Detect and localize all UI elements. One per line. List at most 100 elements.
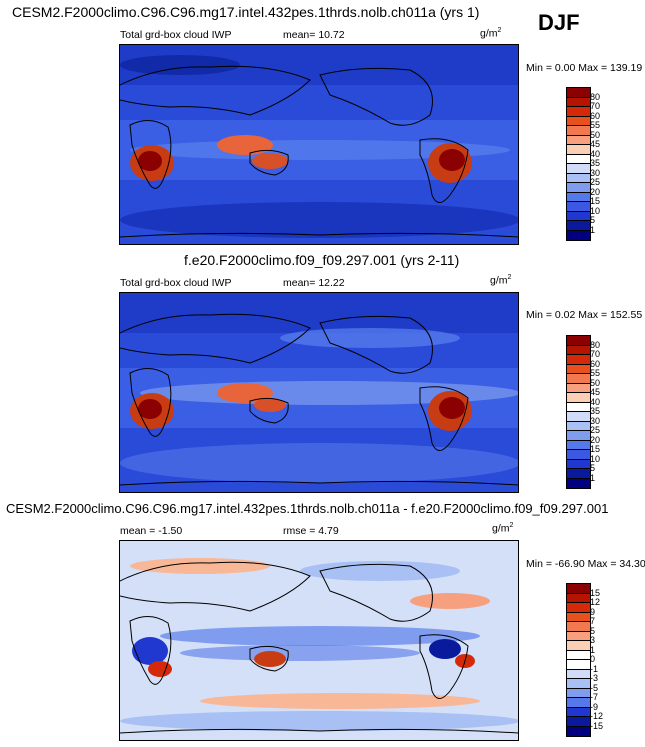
panel2-cbar-cell bbox=[567, 355, 590, 365]
panel3-mean: mean = -1.50 bbox=[120, 525, 183, 537]
cbar-tick-label: -7 bbox=[590, 692, 599, 702]
cbar-tick-label: 20 bbox=[590, 186, 601, 197]
panel2-samerica-core bbox=[439, 397, 465, 419]
cbar-tick-label: -12 bbox=[590, 711, 604, 721]
panel1-cbar-cell bbox=[567, 230, 590, 240]
panel3-coast-australia bbox=[249, 645, 289, 672]
panel3-cbar-cell bbox=[567, 650, 590, 660]
panel1-arctic-dark bbox=[120, 55, 240, 75]
panel1-maritime bbox=[217, 135, 273, 155]
cbar-tick-label: 50 bbox=[590, 377, 601, 388]
cbar-tick-label: 12 bbox=[590, 597, 601, 607]
cbar-tick-label: -1 bbox=[590, 663, 599, 674]
panel2-units: g/m2 bbox=[490, 274, 511, 287]
panel1-cbar-cell bbox=[567, 145, 590, 155]
cbar-tick-label: 10 bbox=[590, 205, 601, 216]
cbar-tick-label: 1 bbox=[590, 644, 596, 655]
panel2-coast-samerica bbox=[419, 386, 469, 451]
panel2-cbar-cell bbox=[567, 336, 590, 346]
panel1-coast-antarctica bbox=[120, 232, 518, 238]
panel3-samerica-blue bbox=[429, 639, 461, 659]
panel1-coast-eurasia bbox=[120, 65, 311, 116]
cbar-tick-label: 55 bbox=[590, 368, 601, 378]
panel2-units-base: g/m bbox=[490, 274, 508, 287]
season-label: DJF bbox=[538, 10, 580, 35]
panel2-cbar-cell bbox=[567, 412, 590, 422]
cbar-tick-label: 25 bbox=[590, 425, 601, 435]
panel1-africa-core bbox=[138, 151, 162, 171]
panel3-minmax: Min = -66.90 Max = 34.30 bbox=[526, 558, 645, 570]
panel1-cbar-ticks: 80 70 60 55 50 45 40 35 30 25 20 15 10 5… bbox=[558, 87, 618, 242]
panel3-np-red bbox=[410, 593, 490, 609]
panel2-cbar-cell bbox=[567, 469, 590, 479]
panel3-map bbox=[119, 540, 519, 741]
panel3-cbar-cell bbox=[567, 612, 590, 622]
panel2-cbar-cell bbox=[567, 383, 590, 393]
panel3-cbar-cell bbox=[567, 641, 590, 651]
panel2-cbar-cell bbox=[567, 450, 590, 460]
cbar-tick-label: 70 bbox=[590, 349, 601, 359]
panel1-cbar-cell bbox=[567, 107, 590, 117]
panel3-cbar-cell bbox=[567, 717, 590, 727]
panel1-southocean bbox=[120, 202, 518, 238]
panel3-coast-africa bbox=[129, 616, 172, 685]
panel3-coast-antarctica bbox=[120, 728, 518, 734]
panel3-cbar-cell bbox=[567, 688, 590, 698]
panel2-units-sup: 2 bbox=[507, 274, 512, 281]
cbar-tick-label: 3 bbox=[590, 635, 596, 645]
panel1-mean: mean= 10.72 bbox=[283, 29, 345, 41]
panel2-cbar-cell bbox=[567, 402, 590, 412]
cbar-tick-label: 80 bbox=[590, 339, 601, 350]
panel1-units-base: g/m bbox=[480, 27, 498, 40]
panel3-cbar-cell bbox=[567, 698, 590, 708]
panel1-variable: Total grd-box cloud IWP bbox=[120, 29, 232, 41]
panel1-cbar-cell bbox=[567, 154, 590, 164]
panel1-cbar-cell bbox=[567, 135, 590, 145]
panel3-cbar-cell bbox=[567, 631, 590, 641]
panel3-cbar-cell bbox=[567, 669, 590, 679]
panel3-coast-samerica bbox=[419, 634, 469, 699]
cbar-tick-label: 0 bbox=[590, 654, 596, 664]
panel3-units: g/m2 bbox=[492, 522, 513, 535]
cbar-tick-label: 50 bbox=[590, 129, 601, 140]
panel2-minmax: Min = 0.02 Max = 152.55 bbox=[526, 309, 643, 321]
cbar-tick-label: 70 bbox=[590, 101, 601, 111]
panel3-cbar-cell bbox=[567, 707, 590, 717]
panel3-africa-blue bbox=[132, 637, 168, 665]
panel2-cbar-cell bbox=[567, 374, 590, 384]
panel1-cbar-cell bbox=[567, 221, 590, 231]
panel1-coast-australia bbox=[249, 149, 289, 176]
panel2-cbar-cell bbox=[567, 393, 590, 403]
panel2-cbar-cell bbox=[567, 478, 590, 488]
panel2-coast-eurasia bbox=[120, 313, 311, 364]
cbar-tick-label: 35 bbox=[590, 158, 601, 168]
cbar-tick-label: 40 bbox=[590, 148, 601, 159]
panel3-cbar-cell bbox=[567, 726, 590, 736]
panel1-cbar-cell bbox=[567, 192, 590, 202]
cbar-tick-label: -3 bbox=[590, 673, 599, 683]
panel2-mean: mean= 12.22 bbox=[283, 277, 345, 289]
cbar-tick-label: 15 bbox=[590, 196, 601, 206]
cbar-tick-label: 5 bbox=[590, 215, 596, 225]
panel2-colorbar bbox=[566, 335, 591, 489]
panel3-so-red bbox=[200, 693, 480, 709]
cbar-tick-label: 30 bbox=[590, 167, 601, 178]
panel3-itcz-blue bbox=[160, 626, 480, 646]
cbar-tick-label: 80 bbox=[590, 91, 601, 102]
panel3-rmse: rmse = 4.79 bbox=[283, 525, 339, 537]
cbar-tick-label: 7 bbox=[590, 616, 596, 626]
panel1-cbar-cell bbox=[567, 116, 590, 126]
cbar-tick-label: 9 bbox=[590, 606, 596, 617]
panel2-coast-africa bbox=[129, 368, 172, 437]
panel3-cbar-cell bbox=[567, 593, 590, 603]
panel3-cbar-cell bbox=[567, 622, 590, 632]
panel2-maritime bbox=[217, 383, 273, 403]
cbar-tick-label: 45 bbox=[590, 139, 601, 149]
panel3-australia-red bbox=[254, 651, 286, 667]
panel3-so-blue bbox=[120, 711, 518, 731]
cbar-tick-label: 60 bbox=[590, 110, 601, 121]
panel2-variable: Total grd-box cloud IWP bbox=[120, 277, 232, 289]
cbar-tick-label: 15 bbox=[590, 444, 601, 454]
panel2-coast-antarctica bbox=[120, 480, 518, 486]
cbar-tick-label: 10 bbox=[590, 453, 601, 464]
